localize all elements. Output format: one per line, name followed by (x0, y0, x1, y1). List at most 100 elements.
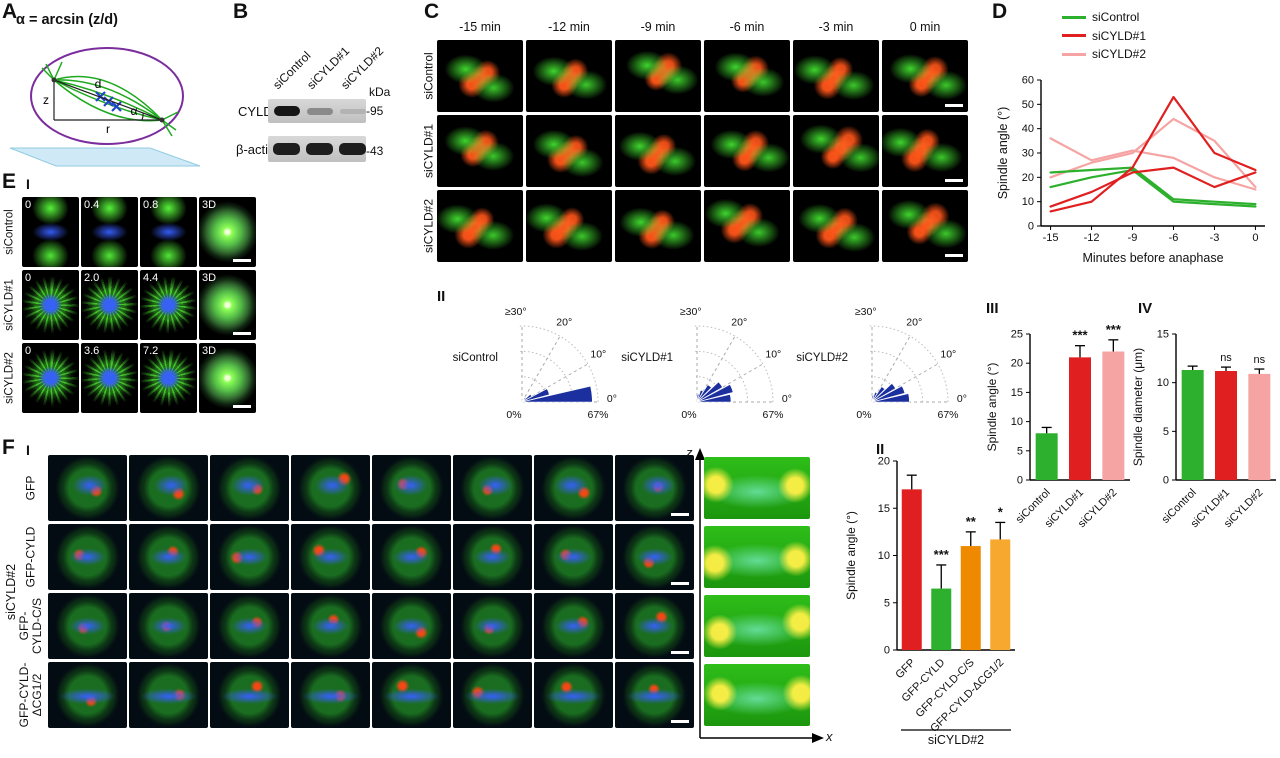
blot-band (273, 143, 300, 155)
scale-bar (945, 254, 963, 257)
svg-text:5: 5 (1163, 426, 1169, 438)
condition-label: siCYLD#1 (3, 279, 16, 331)
legend-item: siCYLD#1 (1062, 29, 1146, 43)
timepoint-header: -15 min (459, 20, 501, 34)
legend-label: siControl (1092, 10, 1140, 24)
microscopy-tile-c (704, 190, 790, 262)
microscopy-tile-c (526, 190, 612, 262)
western-blot-strip (268, 136, 366, 162)
legend-item: siCYLD#2 (1062, 47, 1146, 61)
line-chart-D: 0 10 20 30 40 50 60 -15 -12 -9 -6 -3 0 Spindle angle … (993, 66, 1280, 276)
condition-label: siCYLD#2 (421, 198, 436, 254)
rose-plot-rose-siCYLD2: siCYLD#2 ≥30° 20° 10° 0° 0% 67% (794, 296, 968, 436)
legend-label: siCYLD#2 (1092, 47, 1147, 61)
construct-label: GFP-CYLD (23, 526, 38, 588)
microscopy-tile-e: 3D (199, 270, 256, 340)
svg-text:0°: 0° (782, 393, 792, 405)
svg-text:15: 15 (1011, 387, 1023, 399)
microscopy-tile-e: 4.4 (140, 270, 197, 340)
svg-text:0%: 0% (856, 409, 871, 421)
scale-bar (233, 332, 251, 335)
microscopy-tile-f (615, 524, 694, 590)
svg-text:15: 15 (878, 503, 890, 515)
microscopy-tile-f (129, 455, 208, 521)
frame-time-label: 0.4 (84, 199, 100, 211)
panel-iii-label: III (986, 300, 999, 317)
svg-text:20: 20 (1011, 358, 1023, 370)
blot-band (339, 143, 366, 155)
microscopy-tile-c (704, 115, 790, 187)
frame-time-label: 0 (25, 345, 32, 357)
legend-item: siControl (1062, 10, 1139, 24)
microscopy-tile-c (615, 190, 701, 262)
projection-tile (704, 457, 810, 519)
svg-text:**: ** (966, 514, 977, 529)
panel-a-formula: α = arcsin (z/d) (16, 12, 118, 28)
microscopy-tile-f (615, 662, 694, 728)
condition-label: siCYLD#1 (421, 123, 436, 179)
svg-text:≥30°: ≥30° (855, 306, 877, 318)
microscopy-tile-f (48, 662, 127, 728)
scale-bar (233, 405, 251, 408)
marker-95: -95 (366, 104, 384, 118)
timepoint-header: 0 min (909, 20, 941, 34)
svg-text:siCYLD#2: siCYLD#2 (928, 733, 984, 747)
microscopy-tile-f (534, 593, 613, 659)
svg-text:10: 10 (878, 550, 890, 562)
microscopy-tile-c (437, 190, 523, 262)
microscopy-tile-f (291, 662, 370, 728)
svg-text:0: 0 (1252, 232, 1258, 244)
condition-label: siControl (3, 209, 16, 255)
condition-label: siControl (421, 52, 436, 100)
microscopy-tile-f (372, 524, 451, 590)
svg-text:-12: -12 (1084, 232, 1100, 244)
condition-label: siCYLD#2 (796, 352, 848, 364)
microscopy-tile-c (704, 40, 790, 112)
microscopy-tile-c (437, 40, 523, 112)
microscopy-tile-c (882, 190, 968, 262)
microscopy-tile-e: 7.2 (140, 343, 197, 413)
microscopy-tile-f (453, 455, 532, 521)
projection-tile (704, 664, 810, 726)
scale-bar (671, 582, 689, 585)
panel-a-diagram: z d r α (9, 47, 201, 167)
svg-text:-9: -9 (1128, 232, 1138, 244)
microscopy-tile-f (210, 524, 289, 590)
svg-text:Spindle angle (°): Spindle angle (°) (996, 107, 1010, 200)
svg-text:-15: -15 (1043, 232, 1059, 244)
bar-chart-III: 0 5 10 15 20 25 Spindle angle (°) siControl *** s… (984, 312, 1136, 564)
svg-text:5: 5 (884, 597, 890, 609)
svg-text:20: 20 (878, 456, 890, 468)
microscopy-tile-e: 0 (22, 197, 79, 267)
microscopy-tile-c (882, 40, 968, 112)
panel-d-label: D (992, 0, 1008, 23)
microscopy-tile-f (48, 524, 127, 590)
frame-time-label: 3D (202, 272, 217, 284)
svg-text:Minutes before anaphase: Minutes before anaphase (1082, 251, 1223, 265)
microscopy-tile-c (793, 190, 879, 262)
svg-text:-6: -6 (1169, 232, 1179, 244)
panel-c-part2-label: II (437, 288, 446, 305)
svg-text:20°: 20° (556, 317, 572, 329)
microscopy-tile-c (526, 115, 612, 187)
angle-construction (53, 79, 163, 121)
axis-z-label: z (686, 445, 693, 460)
microscopy-tile-e: 2.0 (81, 270, 138, 340)
svg-text:10°: 10° (940, 348, 956, 360)
condition-label: siCYLD#1 (621, 352, 673, 364)
svg-text:ns: ns (1220, 352, 1232, 364)
svg-text:***: *** (1106, 322, 1122, 337)
panel-iv-label: IV (1138, 300, 1153, 317)
panel-c-label: C (424, 0, 440, 23)
frame-time-label: 7.2 (143, 345, 159, 357)
bar-chart-IV: 0 5 10 15 Spindle diameter (μm) siControl ns si… (1130, 312, 1280, 564)
microscopy-tile-f (129, 524, 208, 590)
microscopy-tile-e: 3.6 (81, 343, 138, 413)
svg-text:ns: ns (1254, 354, 1266, 366)
svg-text:≥30°: ≥30° (680, 306, 702, 318)
panel-e-label: E (2, 170, 17, 193)
svg-text:67%: 67% (762, 409, 783, 421)
svg-text:25: 25 (1011, 329, 1023, 341)
microscopy-tile-f (48, 455, 127, 521)
svg-text:0°: 0° (957, 393, 967, 405)
